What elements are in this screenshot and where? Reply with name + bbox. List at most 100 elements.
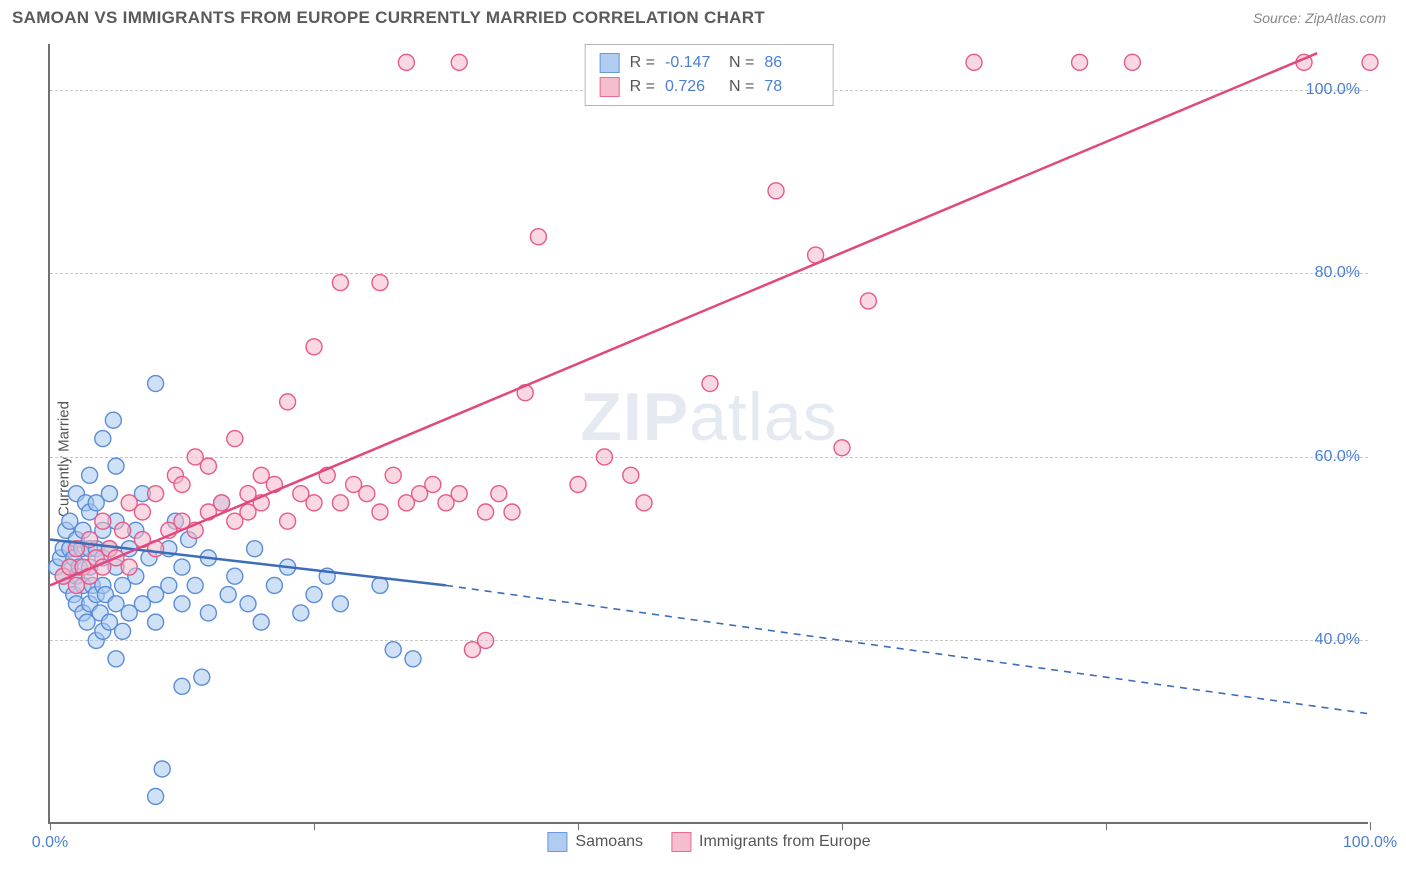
r-value-a: -0.147	[665, 54, 719, 72]
r-label-2: R =	[630, 78, 655, 96]
data-point	[280, 513, 296, 529]
data-point	[95, 513, 111, 529]
n-label: N =	[729, 54, 754, 72]
n-label-2: N =	[729, 78, 754, 96]
title-bar: SAMOAN VS IMMIGRANTS FROM EUROPE CURRENT…	[0, 0, 1406, 34]
data-point	[570, 476, 586, 492]
data-point	[227, 568, 243, 584]
data-point	[148, 788, 164, 804]
data-point	[478, 632, 494, 648]
data-point	[108, 651, 124, 667]
data-point	[134, 504, 150, 520]
bottom-legend: Samoans Immigrants from Europe	[547, 832, 870, 852]
data-point	[115, 623, 131, 639]
legend-stats-row-b: R = 0.726 N = 78	[600, 75, 819, 99]
data-point	[425, 476, 441, 492]
data-point	[530, 229, 546, 245]
plot-svg	[50, 44, 1368, 822]
data-point	[596, 449, 612, 465]
data-point	[372, 504, 388, 520]
data-point	[306, 495, 322, 511]
legend-item-immigrants: Immigrants from Europe	[671, 832, 871, 852]
data-point	[332, 275, 348, 291]
data-point	[247, 541, 263, 557]
data-point	[280, 394, 296, 410]
data-point	[332, 596, 348, 612]
x-tick	[314, 822, 315, 830]
data-point	[115, 522, 131, 538]
chart-container: Currently Married ZIPatlas 40.0%60.0%80.…	[0, 34, 1406, 884]
data-point	[154, 761, 170, 777]
data-point	[702, 376, 718, 392]
data-point	[148, 486, 164, 502]
legend-label-a: Samoans	[575, 833, 643, 851]
data-point	[82, 467, 98, 483]
data-point	[405, 651, 421, 667]
n-value-b: 78	[764, 78, 818, 96]
data-point	[385, 467, 401, 483]
data-point	[478, 504, 494, 520]
data-point	[108, 458, 124, 474]
chart-title: SAMOAN VS IMMIGRANTS FROM EUROPE CURRENT…	[12, 8, 765, 28]
x-tick-label: 0.0%	[32, 834, 68, 852]
data-point	[214, 495, 230, 511]
data-point	[398, 54, 414, 70]
data-point	[359, 486, 375, 502]
data-point	[332, 495, 348, 511]
data-point	[451, 54, 467, 70]
data-point	[372, 577, 388, 593]
x-tick	[578, 822, 579, 830]
data-point	[194, 669, 210, 685]
swatch-samoans-icon	[547, 832, 567, 852]
x-tick-label: 100.0%	[1343, 834, 1397, 852]
data-point	[491, 486, 507, 502]
r-value-b: 0.726	[665, 78, 719, 96]
data-point	[174, 476, 190, 492]
data-point	[148, 376, 164, 392]
data-point	[306, 339, 322, 355]
data-point	[161, 577, 177, 593]
swatch-samoans	[600, 53, 620, 73]
data-point	[966, 54, 982, 70]
plot-area: ZIPatlas 40.0%60.0%80.0%100.0% 0.0%100.0…	[48, 44, 1368, 824]
legend-stats-box: R = -0.147 N = 86 R = 0.726 N = 78	[585, 44, 834, 106]
x-tick	[50, 822, 51, 830]
legend-label-b: Immigrants from Europe	[699, 833, 871, 851]
data-point	[200, 605, 216, 621]
data-point	[372, 275, 388, 291]
data-point	[834, 440, 850, 456]
data-point	[768, 183, 784, 199]
data-point	[105, 412, 121, 428]
data-point	[1362, 54, 1378, 70]
data-point	[174, 596, 190, 612]
data-point	[174, 678, 190, 694]
data-point	[187, 577, 203, 593]
data-point	[220, 587, 236, 603]
data-point	[121, 559, 137, 575]
data-point	[253, 614, 269, 630]
swatch-immigrants-icon	[671, 832, 691, 852]
data-point	[174, 559, 190, 575]
data-point	[148, 614, 164, 630]
data-point	[293, 605, 309, 621]
trend-line	[50, 53, 1317, 585]
r-label: R =	[630, 54, 655, 72]
n-value-a: 86	[764, 54, 818, 72]
data-point	[860, 293, 876, 309]
data-point	[95, 431, 111, 447]
x-tick	[1370, 822, 1371, 830]
data-point	[306, 587, 322, 603]
x-tick	[842, 822, 843, 830]
data-point	[636, 495, 652, 511]
data-point	[227, 431, 243, 447]
trend-line-extrapolated	[446, 585, 1370, 713]
source-label: Source: ZipAtlas.com	[1253, 10, 1386, 26]
data-point	[101, 486, 117, 502]
data-point	[1072, 54, 1088, 70]
data-point	[200, 458, 216, 474]
data-point	[266, 577, 282, 593]
data-point	[504, 504, 520, 520]
data-point	[1124, 54, 1140, 70]
legend-item-samoans: Samoans	[547, 832, 643, 852]
swatch-immigrants	[600, 77, 620, 97]
